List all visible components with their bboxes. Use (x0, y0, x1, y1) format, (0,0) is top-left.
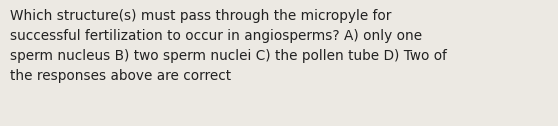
Text: Which structure(s) must pass through the micropyle for
successful fertilization : Which structure(s) must pass through the… (10, 9, 447, 83)
